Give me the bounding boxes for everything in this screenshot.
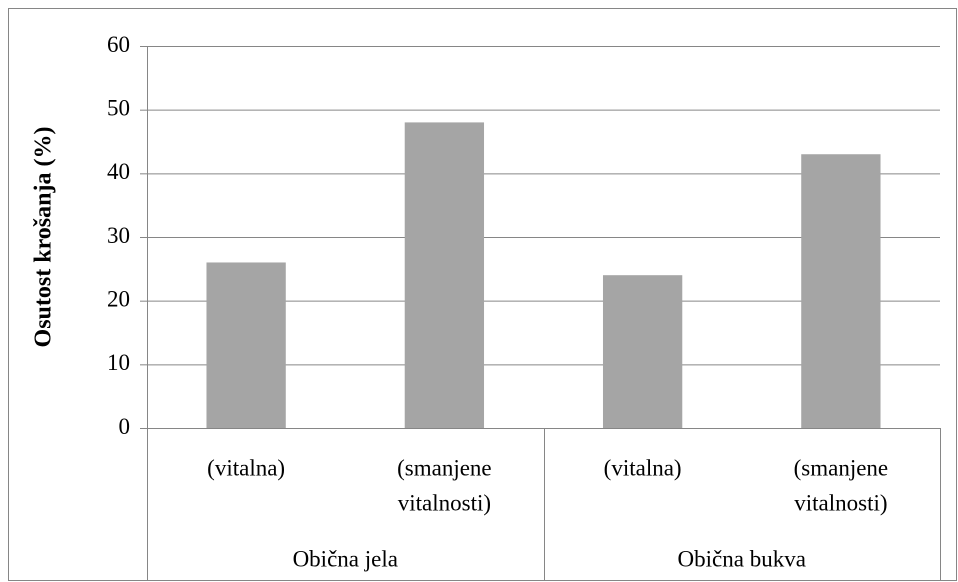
x-tick-label: (smanjene (397, 455, 492, 480)
y-tick-label: 20 (107, 286, 130, 311)
x-tick-label: (smanjene (794, 455, 889, 480)
x-tick-label: vitalnosti) (398, 490, 491, 515)
bar (801, 154, 881, 428)
group-label: Obična jela (293, 546, 398, 571)
y-tick-label: 10 (107, 350, 130, 375)
y-tick-label: 40 (107, 159, 130, 184)
y-axis-label: Osutost krošanja (%) (31, 127, 57, 348)
x-tick-label: (vitalna) (207, 455, 285, 480)
bar (206, 262, 286, 428)
bar (602, 275, 683, 428)
y-tick-label: 0 (119, 414, 131, 439)
y-tick-label: 30 (107, 223, 130, 248)
y-tick-label: 50 (107, 95, 130, 120)
x-tick-label: (vitalna) (604, 455, 682, 480)
bar (404, 122, 485, 429)
x-tick-label: vitalnosti) (794, 490, 887, 515)
group-label: Obična bukva (678, 546, 806, 571)
y-tick-label: 60 (107, 32, 130, 57)
